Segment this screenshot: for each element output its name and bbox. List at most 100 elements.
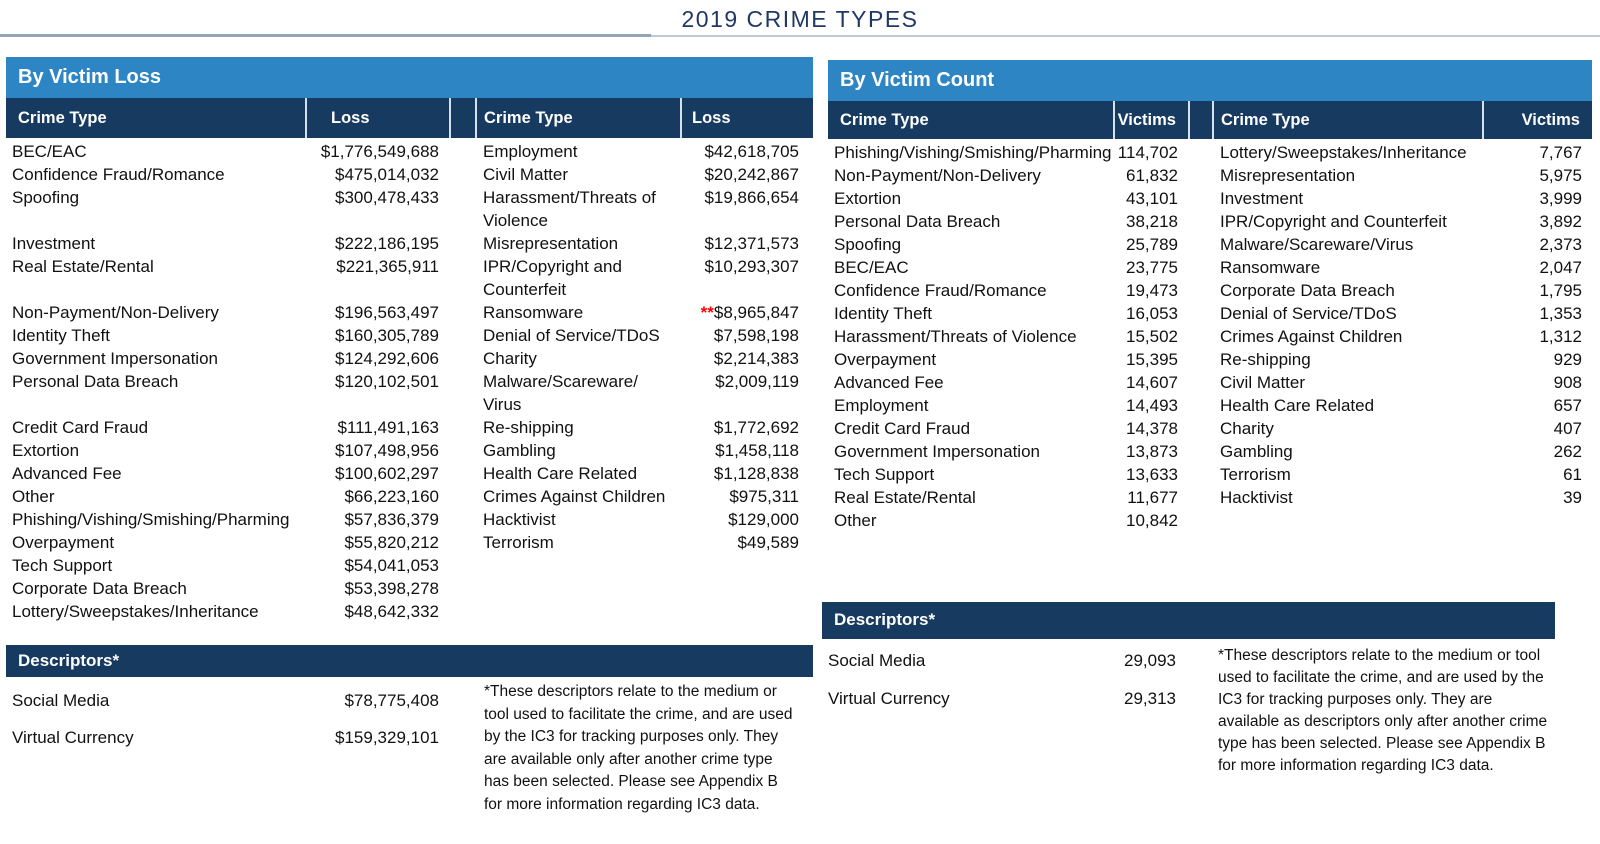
crime-type-cell: Phishing/Vishing/Smishing/Pharming [834, 143, 1112, 162]
value-cell: 5,975 [1539, 166, 1582, 185]
value-cell: $49,589 [737, 533, 799, 552]
spacer-cell [1190, 509, 1214, 532]
crime-type-cell: Civil Matter [1220, 373, 1306, 392]
count-descriptors-section: Descriptors* Social Media 29,093 Virtual C… [822, 602, 1555, 774]
spacer-cell [451, 232, 477, 255]
descriptors-header: Descriptors* [6, 645, 813, 677]
crime-type-cell: Personal Data Breach [12, 372, 179, 391]
value-cell: $975,311 [729, 487, 799, 506]
descriptor-label: Virtual Currency [12, 728, 134, 747]
table-row: Spoofing $300,478,433 Harassment/Threats o… [6, 186, 813, 232]
spacer-cell [1190, 486, 1214, 509]
crime-type-cell: Health Care Related [483, 464, 638, 483]
value-cell: 61,832 [1126, 166, 1178, 185]
crime-type-cell: Investment [12, 234, 96, 253]
table-row: Real Estate/Rental $221,365,911 IPR/Copyri… [6, 255, 813, 301]
crime-type-cell: Advanced Fee [12, 464, 122, 483]
value-cell: 13,633 [1126, 465, 1178, 484]
crime-type-cell: Crimes Against Children [1220, 327, 1403, 346]
crime-type-cell: Personal Data Breach [834, 212, 1001, 231]
descriptor-value: 29,093 [1124, 651, 1176, 670]
by-victim-count-header: By Victim Count [828, 60, 1592, 101]
table-row: Corporate Data Breach $53,398,278 [6, 577, 813, 600]
crime-type-cell: Extortion [12, 441, 80, 460]
descriptors-footnote: *These descriptors relate to the medium … [484, 683, 793, 813]
spacer-cell [1190, 256, 1214, 279]
crime-type-cell: Gambling [483, 441, 556, 460]
descriptors-rows: Social Media 29,093 Virtual Currency 29,313 [822, 645, 1555, 721]
spacer-cell [1190, 210, 1214, 233]
crime-type-cell [1214, 509, 1484, 532]
crime-type-cell: Phishing/Vishing/Smishing/Pharming [12, 510, 290, 529]
value-cell: $1,128,838 [713, 464, 799, 483]
spacer-cell [1190, 371, 1214, 394]
value-cell: $10,293,307 [704, 257, 799, 276]
title-divider-line-left-segment [0, 34, 651, 37]
title-divider-line [0, 35, 1600, 37]
table-row: Personal Data Breach $120,102,501 Malware/… [6, 370, 813, 416]
spacer-cell [1190, 348, 1214, 371]
value-cell: 3,999 [1539, 189, 1582, 208]
table-row: Non-Payment/Non-Delivery $196,563,497 Rans… [6, 301, 813, 324]
crime-type-cell: Real Estate/Rental [834, 488, 976, 507]
value-cell: $124,292,606 [335, 349, 439, 368]
value-cell: 1,312 [1539, 327, 1582, 346]
value-cell: 23,775 [1126, 258, 1178, 277]
value-cell: $111,491,163 [337, 418, 439, 437]
spacer-cell [1190, 187, 1214, 210]
value-cell: $57,836,379 [344, 510, 439, 529]
value-cell: $2,009,119 [715, 372, 799, 391]
spacer-cell [451, 577, 477, 600]
table-row: Phishing/Vishing/Smishing/Pharming $57,83… [6, 508, 813, 531]
value-cell: 1,353 [1539, 304, 1582, 323]
spacer-cell [451, 531, 477, 554]
column-header-loss: Loss [692, 108, 731, 127]
crime-type-cell: Real Estate/Rental [12, 257, 154, 276]
crime-type-cell: Hacktivist [483, 510, 556, 529]
spacer-cell [451, 439, 477, 462]
value-cell: $120,102,501 [335, 372, 439, 391]
crime-type-cell: Re-shipping [1220, 350, 1311, 369]
descriptor-value: $78,775,408 [344, 691, 439, 710]
value-cell: 39 [1563, 488, 1582, 507]
crime-type-cell: BEC/EAC [12, 142, 87, 161]
value-cell [682, 554, 813, 577]
column-header-loss: Loss [307, 98, 451, 138]
spacer-cell [1190, 233, 1214, 256]
value-cell: $53,398,278 [344, 579, 439, 598]
table-row: Advanced Fee $100,602,297 Health Care Rela… [6, 462, 813, 485]
descriptor-value: $159,329,101 [335, 728, 439, 747]
crime-type-cell: Employment [483, 142, 578, 161]
column-header-victims: Victims [1115, 101, 1190, 139]
spacer-cell [1190, 463, 1214, 486]
crime-type-cell: Other [12, 487, 55, 506]
spacer-cell [1190, 325, 1214, 348]
value-cell: 908 [1553, 373, 1582, 392]
value-cell: 2,047 [1539, 258, 1582, 277]
crime-type-cell: Misrepresentation [483, 234, 619, 253]
column-header-crime-type: Crime Type [828, 101, 1115, 139]
table-row: Identity Theft $160,305,789 Denial of Serv… [6, 324, 813, 347]
table-row: Spoofing 25,789 Malware/Scareware/Virus 2,3… [828, 233, 1592, 256]
value-cell [1484, 509, 1592, 532]
value-cell: $1,772,692 [713, 418, 799, 437]
value-cell [682, 600, 813, 623]
spacer-cell [451, 370, 477, 416]
value-cell: 14,493 [1126, 396, 1178, 415]
descriptor-label: Social Media [828, 651, 926, 670]
loss-table-body: BEC/EAC $1,776,549,688 Employment $42,618,7… [6, 138, 813, 623]
value-cell: 61 [1563, 465, 1582, 484]
crime-type-cell: Non-Payment/Non-Delivery [834, 166, 1041, 185]
value-cell: $300,478,433 [335, 188, 439, 207]
crime-type-cell: IPR/Copyright and Counterfeit [483, 257, 622, 299]
value-cell: 19,473 [1126, 281, 1178, 300]
crime-type-cell: Malware/Scareware/Virus [1220, 235, 1414, 254]
table-row: Confidence Fraud/Romance $475,014,032 Civi… [6, 163, 813, 186]
count-table-body: Phishing/Vishing/Smishing/Pharming 114,70… [828, 139, 1592, 532]
spacer-cell [451, 600, 477, 623]
crime-type-cell: Crimes Against Children [483, 487, 666, 506]
spacer-cell [451, 554, 477, 577]
crime-type-cell: Other [834, 511, 877, 530]
crime-type-cell [477, 554, 682, 577]
value-cell: 3,892 [1539, 212, 1582, 231]
